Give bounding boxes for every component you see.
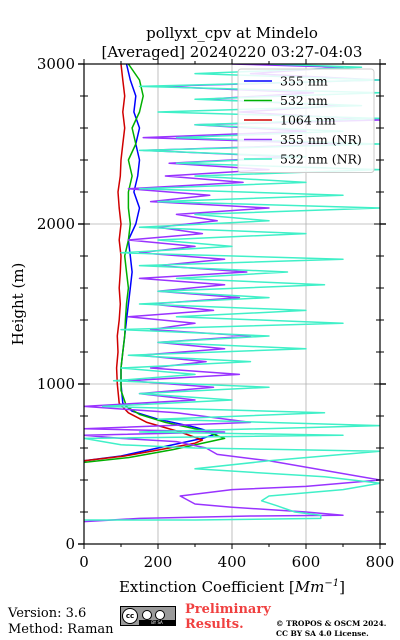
copyright-notice: © TROPOS & OSCM 2024. CC BY SA 4.0 Licen…: [276, 619, 386, 639]
legend: 355 nm 532 nm 1064 nm 355 nm (NR) 532 nm (NR…: [237, 68, 375, 173]
chart-title-line2: [Averaged] 20240220 03:27-04:03: [102, 43, 363, 61]
chart-title-line1: pollyxt_cpv at Mindelo: [146, 24, 318, 42]
y-tick-label: 2000: [37, 215, 75, 233]
version-label: Version: 3.6: [8, 606, 87, 621]
x-tick-label: 600: [292, 553, 321, 571]
x-tick-label: 0: [79, 553, 89, 571]
y-tick-label: 3000: [37, 55, 75, 73]
by-icon: [142, 610, 152, 620]
method-label: Method: Raman: [8, 622, 114, 637]
legend-box: [237, 68, 375, 173]
y-axis-label: Height (m): [9, 263, 27, 346]
chart-figure: pollyxt_cpv at Mindelo [Averaged] 202402…: [9, 24, 394, 596]
series-line-0: [84, 64, 218, 462]
legend-label: 532 nm: [280, 93, 328, 108]
copyright-line2: CC BY SA 4.0 License.: [276, 629, 369, 638]
axis-ticks: [78, 59, 386, 549]
legend-label: 355 nm (NR): [280, 132, 362, 147]
x-tick-label: 200: [144, 553, 173, 571]
legend-label: 1064 nm: [280, 113, 336, 128]
legend-label: 532 nm (NR): [280, 152, 362, 167]
preliminary-line2: Results.: [185, 617, 244, 632]
x-tick-label: 800: [366, 553, 395, 571]
y-tick-label: 0: [65, 535, 75, 553]
preliminary-notice: Preliminary Results.: [185, 602, 271, 632]
cc-icon: cc: [122, 608, 138, 624]
cc-badge-text: BY SA: [139, 620, 175, 625]
copyright-line1: © TROPOS & OSCM 2024.: [276, 619, 387, 628]
x-axis-label: Extinction Coefficient [Mm−1]: [119, 578, 345, 596]
legend-label: 355 nm: [280, 74, 328, 89]
x-tick-label: 400: [218, 553, 247, 571]
x-tick-labels: 0 200 400 600 800: [79, 553, 394, 571]
y-tick-labels: 0 1000 2000 3000: [37, 55, 75, 553]
sa-icon: [155, 610, 165, 620]
cc-license-badge: cc BY SA: [120, 606, 176, 626]
y-tick-label: 1000: [37, 375, 75, 393]
preliminary-line1: Preliminary: [185, 602, 271, 617]
